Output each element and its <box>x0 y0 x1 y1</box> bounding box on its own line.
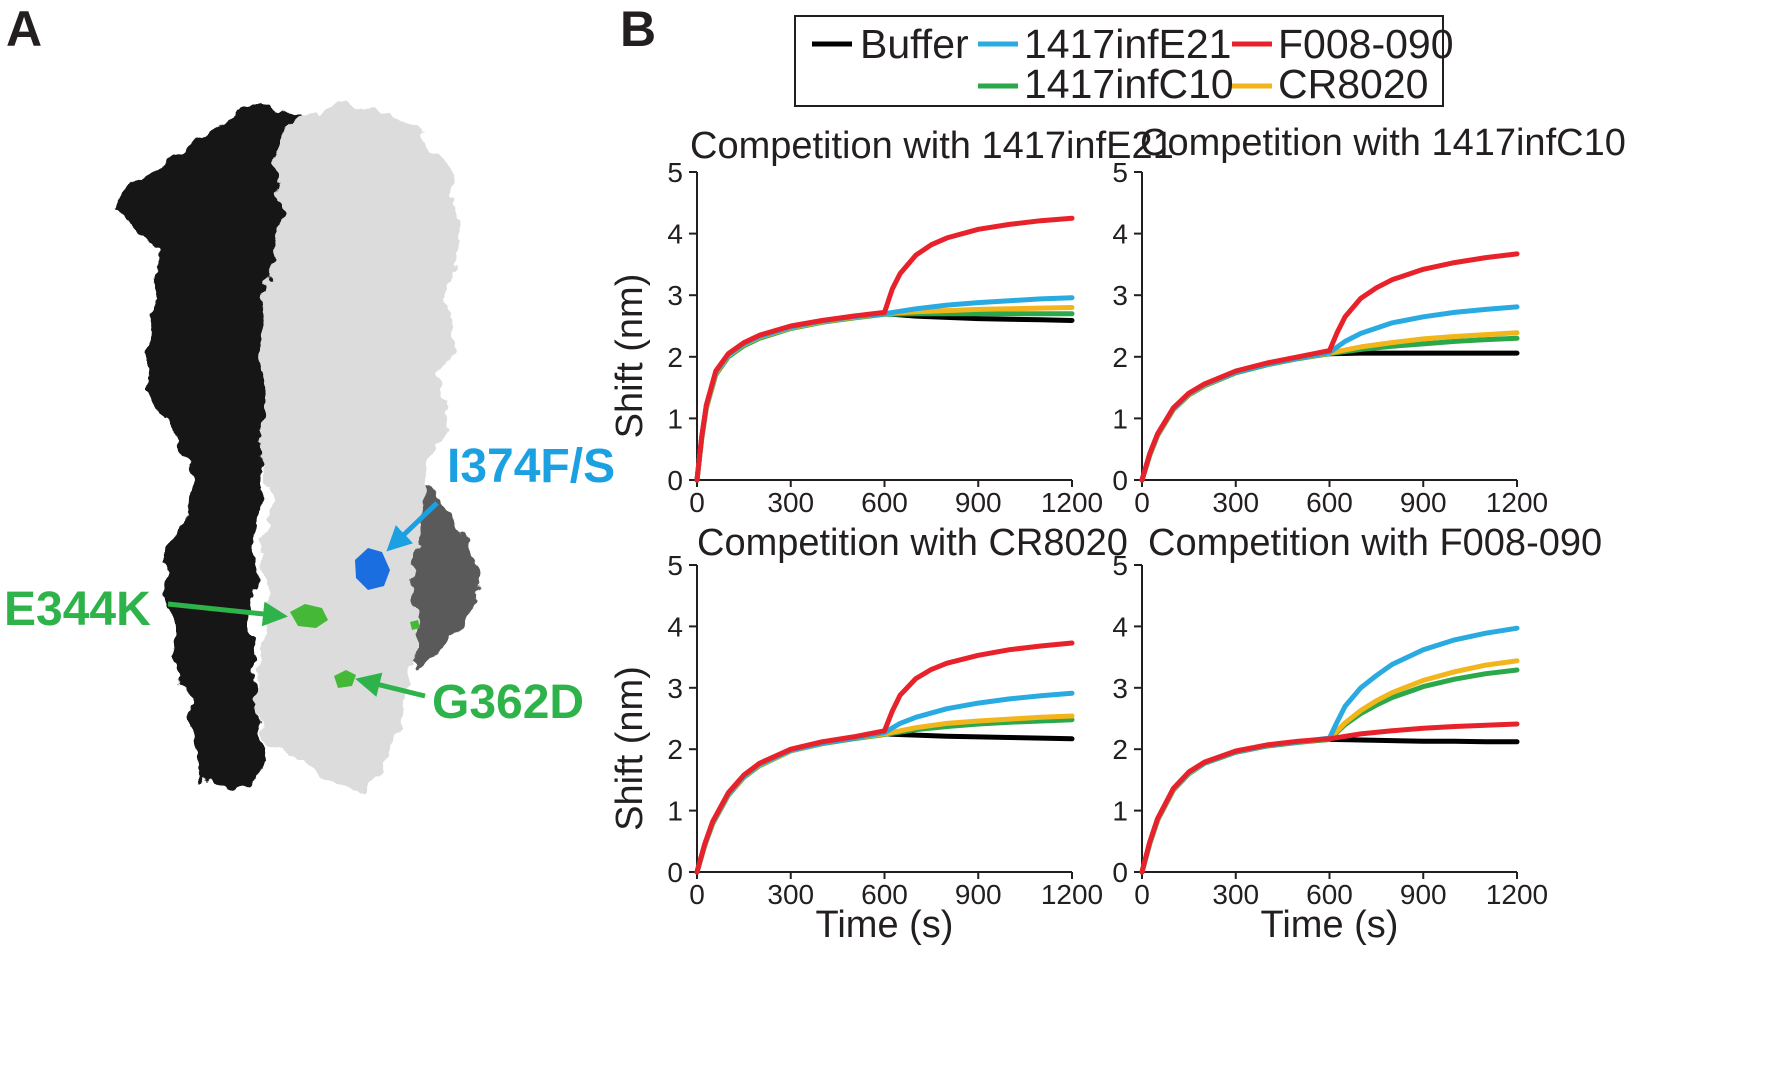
series-line-buffer <box>1139 350 1520 483</box>
x-tick-label: 600 <box>861 487 908 518</box>
x-tick-label: 900 <box>955 487 1002 518</box>
green-patch-g362d <box>334 670 356 688</box>
x-tick-label: 1200 <box>1041 487 1103 518</box>
x-tick-label: 300 <box>767 879 814 910</box>
y-tick-label: 1 <box>1112 796 1128 827</box>
y-tick-label: 4 <box>1112 219 1128 250</box>
y-tick-label: 5 <box>1112 157 1128 188</box>
chart-4: Competition with F008-090 0 1 2 3 4 5 0 300 600 90… <box>1112 522 1602 946</box>
x-tick-label: 300 <box>767 487 814 518</box>
y-tick-label: 2 <box>1112 342 1128 373</box>
series-line-1417infc10 <box>1139 667 1520 875</box>
y-tick-label: 2 <box>667 342 683 373</box>
arrow-g362d <box>355 672 426 699</box>
x-tick-label: 1200 <box>1486 879 1548 910</box>
label-e344k: E344K <box>4 583 151 636</box>
series-line-f008-090 <box>1139 721 1520 875</box>
legend-entry: F008-090 <box>1232 21 1454 67</box>
green-patch-e344k <box>290 604 328 628</box>
label-i374fs: I374F/S <box>447 440 615 493</box>
legend-label-f008-090: F008-090 <box>1278 21 1454 67</box>
chart-3: Competition with CR8020 0 1 2 3 4 5 0 300 600 900 1… <box>609 522 1128 946</box>
label-g362d: G362D <box>432 676 584 729</box>
y-axis-label: Shift (nm) <box>609 666 651 831</box>
y-tick-label: 4 <box>1112 611 1128 642</box>
y-tick-label: 0 <box>1112 857 1128 888</box>
protein-surface-structure: I374F/S E344K G362D <box>4 100 615 790</box>
y-tick-label: 1 <box>667 796 683 827</box>
legend: Buffer 1417infE21 F008-090 1417infC10 CR… <box>794 15 1454 107</box>
chart-title: Competition with 1417infC10 <box>1140 122 1626 164</box>
y-tick-label: 0 <box>667 857 683 888</box>
x-axis-label: Time (s) <box>816 904 954 946</box>
x-tick-label: 300 <box>1212 879 1259 910</box>
series-line-1417infc10 <box>694 717 1075 875</box>
y-tick-label: 3 <box>667 280 683 311</box>
y-tick-label: 3 <box>1112 280 1128 311</box>
series-line-f008-090 <box>694 215 1075 483</box>
y-tick-label: 3 <box>667 673 683 704</box>
x-tick-label: 600 <box>861 879 908 910</box>
x-axis-label: Time (s) <box>1261 904 1399 946</box>
arrow-e344k <box>167 601 288 627</box>
chart-title: Competition with CR8020 <box>697 522 1128 564</box>
series-line-f008-090 <box>694 640 1075 875</box>
y-tick-label: 4 <box>667 611 683 642</box>
y-tick-label: 2 <box>667 734 683 765</box>
green-patch-small <box>410 620 420 630</box>
y-tick-label: 0 <box>667 465 683 496</box>
x-tick-label: 0 <box>689 487 705 518</box>
x-tick-label: 0 <box>689 879 705 910</box>
legend-label-cr8020: CR8020 <box>1278 61 1428 107</box>
series-line-buffer <box>694 731 1075 875</box>
panel-a-letter: A <box>6 1 42 57</box>
legend-entry: 1417infE21 <box>978 21 1231 67</box>
y-tick-label: 3 <box>1112 673 1128 704</box>
series-line-1417infe21 <box>1139 625 1520 875</box>
y-tick-label: 1 <box>1112 403 1128 434</box>
panel-b-letter: B <box>620 1 656 57</box>
y-axis-label: Shift (nm) <box>609 274 651 439</box>
x-tick-label: 1200 <box>1041 879 1103 910</box>
y-tick-label: 1 <box>667 403 683 434</box>
legend-label-1417infe21: 1417infE21 <box>1024 21 1231 67</box>
x-tick-label: 1200 <box>1486 487 1548 518</box>
series-line-cr8020 <box>694 305 1075 483</box>
y-tick-label: 5 <box>667 157 683 188</box>
legend-entry: Buffer <box>812 21 969 67</box>
x-tick-label: 300 <box>1212 487 1259 518</box>
y-tick-label: 2 <box>1112 734 1128 765</box>
x-tick-label: 0 <box>1134 487 1150 518</box>
legend-box <box>794 15 1444 107</box>
series-line-1417infc10 <box>1139 335 1520 483</box>
y-tick-label: 4 <box>667 219 683 250</box>
left-monomer <box>115 100 305 790</box>
y-tick-label: 5 <box>667 550 683 581</box>
legend-label-buffer: Buffer <box>860 21 969 67</box>
x-tick-label: 600 <box>1306 879 1353 910</box>
legend-entry: 1417infC10 <box>978 61 1234 107</box>
legend-entry: CR8020 <box>1232 61 1428 107</box>
chart-title: Competition with F008-090 <box>1148 522 1602 564</box>
blue-patch <box>355 548 390 590</box>
y-tick-label: 0 <box>1112 465 1128 496</box>
y-tick-label: 5 <box>1112 550 1128 581</box>
series-line-1417infe21 <box>1139 304 1520 483</box>
legend-label-1417infc10: 1417infC10 <box>1024 61 1234 107</box>
series-line-buffer <box>1139 736 1520 875</box>
series-line-f008-090 <box>1139 251 1520 483</box>
chart-2: Competition with 1417infC10 0 1 2 3 4 5 0 300 600… <box>1112 122 1625 518</box>
x-tick-label: 900 <box>955 879 1002 910</box>
x-tick-label: 900 <box>1400 879 1447 910</box>
x-tick-label: 900 <box>1400 487 1447 518</box>
x-tick-label: 0 <box>1134 879 1150 910</box>
chart-title: Competition with 1417infE21 <box>690 125 1174 167</box>
arrow-i374fs <box>386 501 439 552</box>
x-tick-label: 600 <box>1306 487 1353 518</box>
series-line-1417infe21 <box>694 295 1075 483</box>
